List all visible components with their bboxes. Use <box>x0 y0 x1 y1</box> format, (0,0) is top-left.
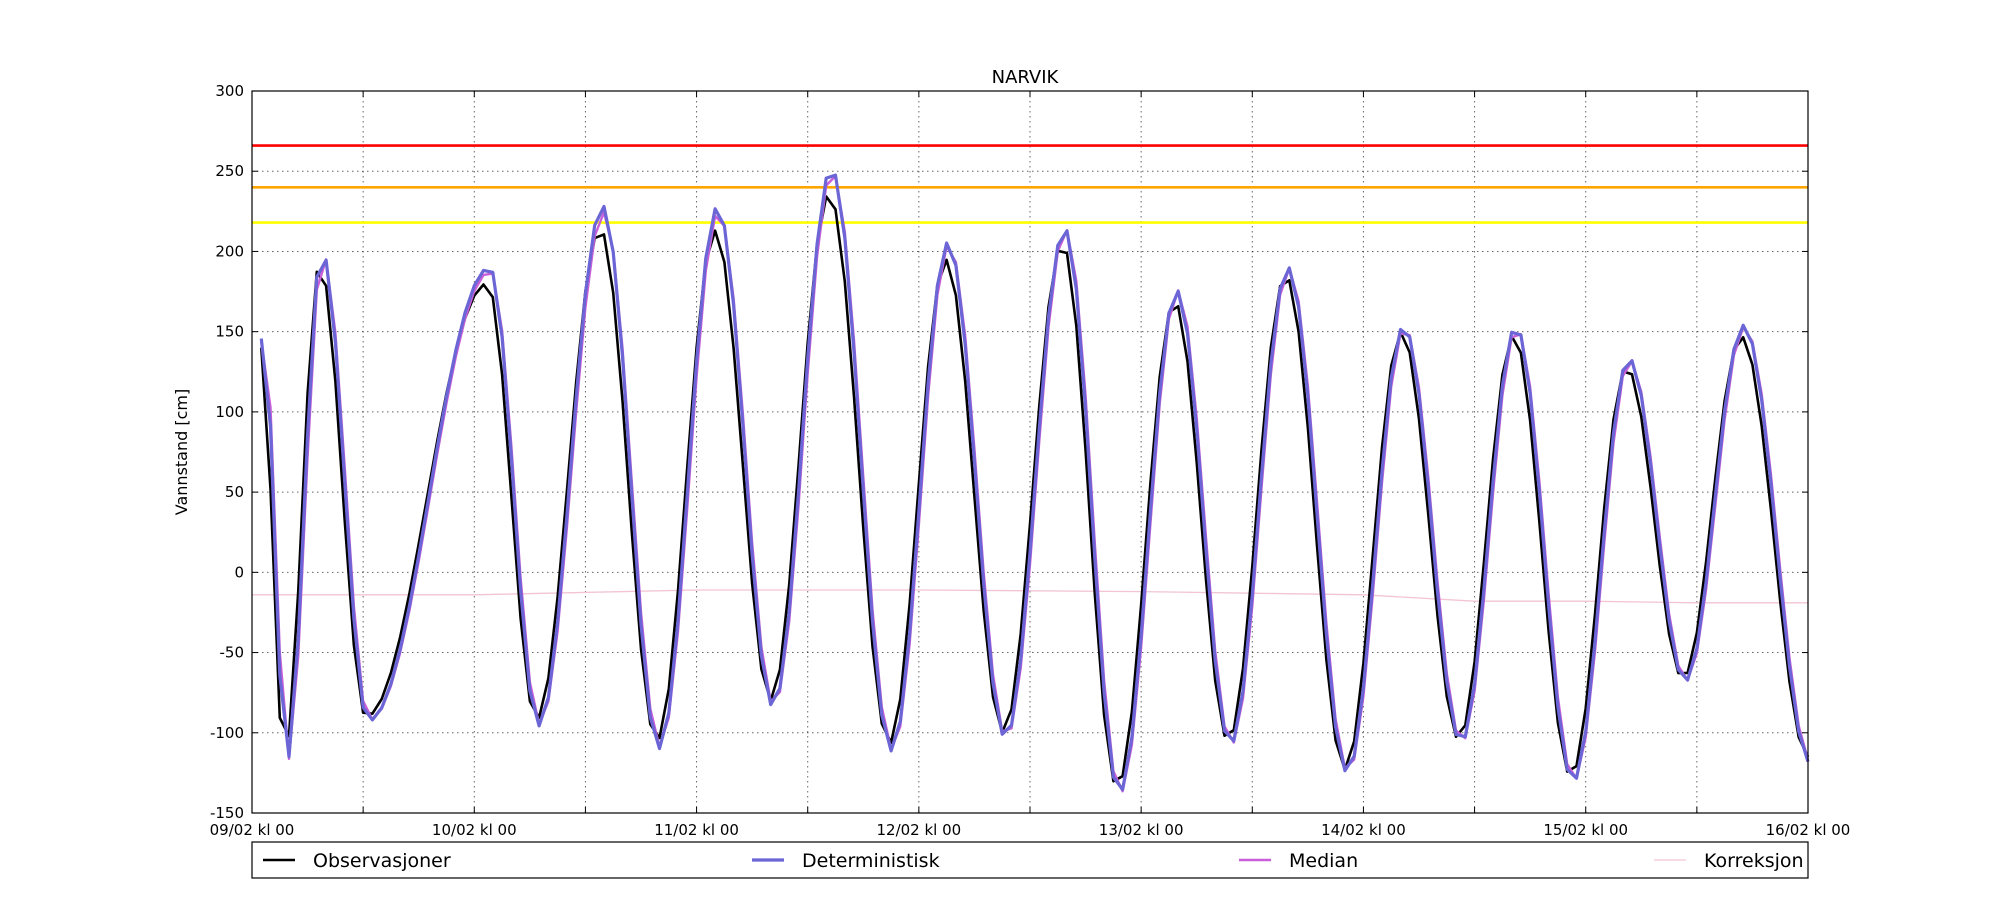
legend-label: Median <box>1289 850 1358 872</box>
y-tick-label: 100 <box>215 403 244 421</box>
threshold-layer <box>252 144 1808 224</box>
y-tick-label: 300 <box>215 82 244 100</box>
x-tick-label: 09/02 kl 00 <box>210 821 295 839</box>
x-tick-label: 12/02 kl 00 <box>876 821 961 839</box>
y-tick-label: -100 <box>210 724 244 742</box>
y-axis-label: Vannstand [cm] <box>172 389 191 515</box>
legend-label: Observasjoner <box>313 850 451 872</box>
y-tick-label: -150 <box>210 804 244 822</box>
y-tick-label: 200 <box>215 242 244 260</box>
series-line-observasjoner <box>260 195 1810 783</box>
y-tick-layer: -150 -100 -50 0 50 100 150 200 250 300 <box>210 82 1808 822</box>
x-tick-label: 10/02 kl 00 <box>432 821 517 839</box>
y-tick-label: 0 <box>234 563 244 581</box>
chart-title: NARVIK <box>992 67 1060 88</box>
x-tick-label: 14/02 kl 00 <box>1321 821 1406 839</box>
y-tick-label: 50 <box>225 483 244 501</box>
y-tick-label: 150 <box>215 323 244 341</box>
series-line-deterministisk <box>259 173 1810 792</box>
x-tick-label: 11/02 kl 00 <box>654 821 739 839</box>
y-tick-label: 250 <box>215 162 244 180</box>
legend-label: Deterministisk <box>802 850 940 872</box>
x-tick-label: 13/02 kl 00 <box>1099 821 1184 839</box>
legend: Observasjoner Deterministisk Median Korreks… <box>251 841 1809 879</box>
grid-layer <box>252 91 1808 813</box>
x-tick-label: 15/02 kl 00 <box>1543 821 1628 839</box>
legend-label: Korreksjon <box>1704 850 1804 872</box>
y-tick-label: -50 <box>220 644 245 662</box>
x-tick-layer: 09/02 kl 00 10/02 kl 00 11/02 kl 00 12/02 k… <box>210 91 1851 839</box>
series-layer <box>252 173 1810 793</box>
x-tick-label: 16/02 kl 00 <box>1766 821 1851 839</box>
legend-frame <box>251 841 1809 879</box>
